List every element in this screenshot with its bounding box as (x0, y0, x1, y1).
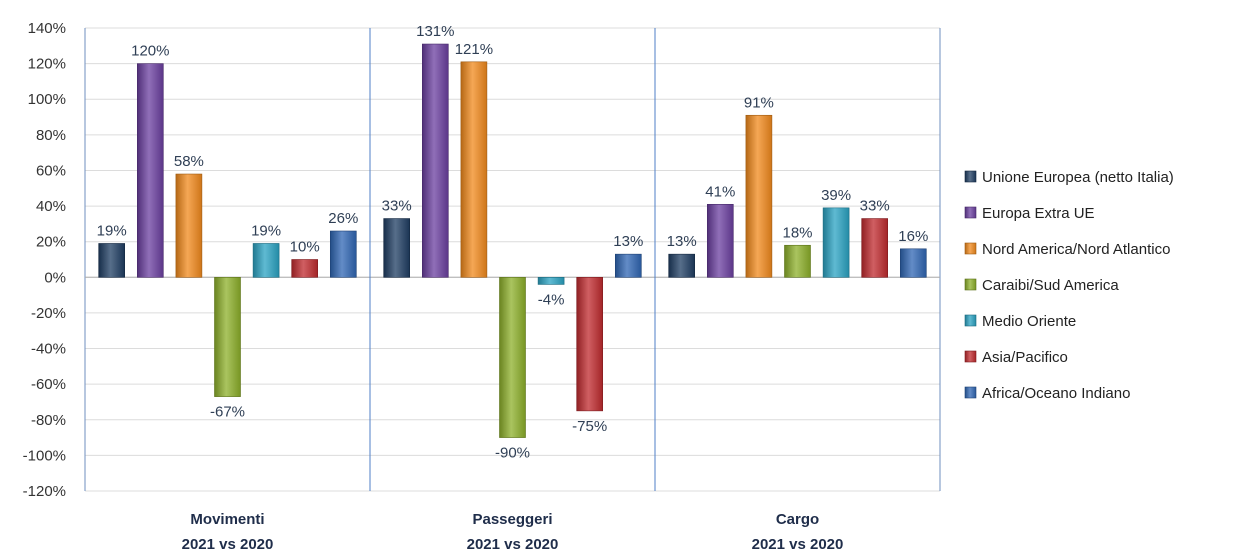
y-tick-label: 140% (28, 20, 66, 37)
data-label: 18% (782, 224, 812, 241)
data-label: 58% (174, 153, 204, 170)
legend-swatch (964, 314, 977, 327)
legend-swatch (964, 386, 977, 399)
data-label: 33% (382, 198, 412, 215)
data-label: 10% (290, 239, 320, 256)
data-label: -90% (495, 445, 530, 462)
legend-label: Unione Europea (netto Italia) (982, 169, 1174, 186)
category-label: Passeggeri (472, 511, 552, 528)
data-label: 131% (416, 23, 454, 40)
bar (706, 203, 734, 278)
y-tick-label: -60% (31, 376, 66, 393)
legend-label: Medio Oriente (982, 313, 1076, 330)
data-label: 26% (328, 210, 358, 227)
y-tick-label: -20% (31, 305, 66, 322)
legend-swatch (964, 278, 977, 291)
bar (460, 61, 488, 278)
y-tick-label: 80% (36, 127, 66, 144)
category-sublabel: 2021 vs 2020 (182, 536, 274, 553)
legend-label: Africa/Oceano Indiano (982, 385, 1130, 402)
bar (576, 277, 604, 412)
data-label: 16% (898, 228, 928, 245)
legend-label: Europa Extra UE (982, 205, 1095, 222)
bar (98, 243, 125, 278)
bar (329, 230, 357, 278)
bar (421, 43, 449, 278)
bar (784, 244, 811, 278)
data-label: 19% (97, 222, 127, 239)
bar (614, 253, 642, 278)
y-tick-label: -100% (23, 447, 66, 464)
category-sublabel: 2021 vs 2020 (467, 536, 559, 553)
bar (214, 277, 241, 397)
legend-label: Nord America/Nord Atlantico (982, 241, 1170, 258)
data-label: 121% (455, 41, 493, 58)
data-label: 19% (251, 222, 281, 239)
bar (175, 173, 203, 278)
legend-swatch (964, 170, 977, 183)
bar (537, 277, 565, 285)
bar (383, 218, 411, 278)
category-label: Movimenti (190, 511, 264, 528)
data-labels: 19% 120% 58% -67% 19% 10% 26% 33% 131%121% -90% -4… (97, 23, 929, 462)
bar (745, 114, 773, 278)
y-tick-label: 100% (28, 91, 66, 108)
y-tick-label: 0% (44, 269, 66, 286)
data-label: 91% (744, 94, 774, 111)
category-label: Cargo (776, 511, 819, 528)
legend-swatch (964, 242, 977, 255)
legend-label: Caraibi/Sud America (982, 277, 1119, 294)
category-sublabel: 2021 vs 2020 (752, 536, 844, 553)
data-label: 13% (613, 233, 643, 250)
y-tick-label: 20% (36, 234, 66, 251)
y-tick-label: -80% (31, 412, 66, 429)
bar (668, 253, 696, 278)
data-label: 41% (705, 183, 735, 200)
y-tick-label: -120% (23, 483, 66, 500)
data-label: 120% (131, 43, 169, 60)
legend-swatch (964, 350, 977, 363)
data-label: 33% (860, 198, 890, 215)
bar (822, 207, 850, 278)
data-label: -75% (572, 418, 607, 435)
data-label: 13% (667, 233, 697, 250)
axes: 140% 120% 100% 80% 60% 40% 20% 0% -20% -40% -60% -8… (23, 20, 941, 553)
legend: Unione Europea (netto Italia) Europa Extr… (964, 169, 1174, 402)
bars (98, 43, 927, 438)
y-tick-label: 60% (36, 162, 66, 179)
data-label: -67% (210, 404, 245, 421)
y-tick-label: 120% (28, 56, 66, 73)
bar (137, 63, 164, 278)
bar (291, 259, 319, 278)
bar (499, 277, 526, 438)
data-label: 39% (821, 187, 851, 204)
y-tick-label: 40% (36, 198, 66, 215)
bar (252, 243, 280, 278)
legend-label: Asia/Pacifico (982, 349, 1068, 366)
data-label: -4% (538, 291, 565, 308)
bar (861, 218, 889, 278)
legend-swatch (964, 206, 977, 219)
y-tick-label: -40% (31, 341, 66, 358)
bar (899, 248, 927, 278)
